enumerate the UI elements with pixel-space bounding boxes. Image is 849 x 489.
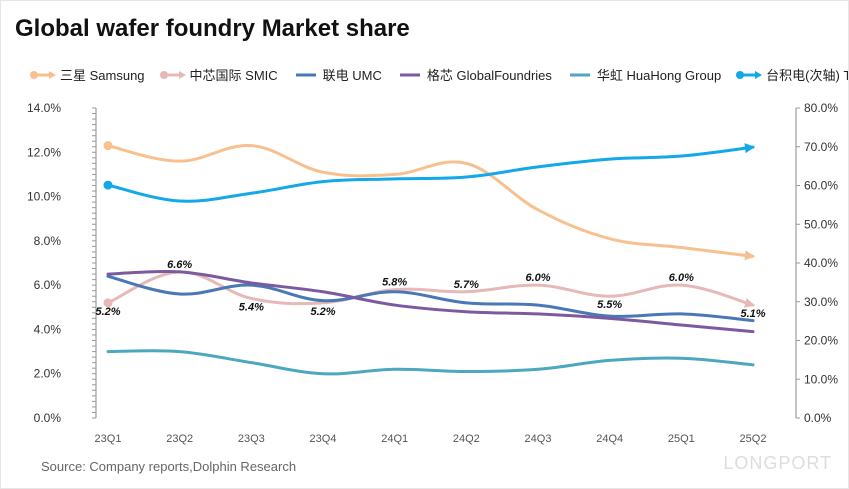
legend-swatch-icon (295, 73, 316, 76)
x-tick-label: 24Q4 (596, 433, 623, 445)
left-tick-label: 2.0% (34, 367, 62, 381)
left-tick-label: 6.0% (34, 278, 62, 292)
legend-label: 中芯国际 SMIC (189, 68, 278, 83)
legend-label: 台积电(次轴) TSMC (766, 68, 848, 83)
series-2-line (106, 274, 755, 323)
legend: 三星 Samsung 中芯国际 SMIC 联电 UMC 格芯 GlobalFoundr… (29, 65, 848, 84)
series-1-line (106, 270, 755, 307)
series-5-line (106, 145, 755, 203)
right-tick-label: 40.0% (804, 256, 838, 270)
legend-item[interactable]: 华虹 HuaHong Group (566, 65, 721, 84)
x-tick-label: 23Q1 (95, 433, 122, 445)
x-tick-label: 23Q2 (166, 433, 193, 445)
series-4-line (106, 349, 755, 376)
right-tick-label: 0.0% (804, 411, 832, 425)
data-label: 5.7% (454, 279, 479, 291)
x-tick-label: 24Q1 (381, 433, 408, 445)
series-1-start-marker (103, 298, 113, 308)
chart-title: Global wafer foundry Market share (15, 15, 410, 42)
x-tick-label: 23Q4 (310, 433, 337, 445)
left-tick-label: 4.0% (34, 322, 62, 336)
left-tick-label: 0.0% (34, 411, 62, 425)
legend-swatch-icon (30, 70, 56, 79)
legend-item[interactable]: 联电 UMC (292, 65, 382, 84)
legend-swatch-icon (159, 70, 186, 79)
legend-item[interactable]: 格芯 GlobalFoundries (396, 65, 552, 84)
legend-label: 联电 UMC (322, 68, 382, 83)
data-label: 5.1% (740, 308, 765, 320)
right-tick-label: 60.0% (804, 179, 838, 193)
legend-label: 三星 Samsung (60, 68, 145, 83)
x-tick-label: 24Q2 (453, 433, 480, 445)
series-0-line (106, 144, 755, 258)
data-label: 5.2% (95, 306, 120, 318)
x-tick-label: 25Q1 (668, 433, 695, 445)
left-tick-label: 8.0% (34, 234, 62, 248)
data-label: 6.6% (167, 259, 192, 271)
legend-label: 格芯 GlobalFoundries (426, 68, 552, 83)
right-tick-label: 70.0% (804, 140, 838, 154)
data-label: 6.0% (669, 272, 694, 284)
source-note: Source: Company reports,Dolphin Research (41, 459, 297, 474)
x-tick-label: 24Q3 (525, 433, 552, 445)
series-0-arrow-marker (744, 250, 755, 261)
x-tick-label: 23Q3 (238, 433, 265, 445)
legend-item[interactable]: 三星 Samsung (29, 65, 145, 84)
series-5-arrow-marker (744, 143, 755, 154)
data-label: 5.2% (310, 306, 335, 318)
legend-swatch-icon (399, 73, 420, 76)
series-0-start-marker (103, 141, 113, 151)
data-label: 5.4% (239, 301, 264, 313)
series-3-line (106, 269, 755, 334)
right-tick-label: 50.0% (804, 217, 838, 231)
legend-label: 华虹 HuaHong Group (596, 68, 722, 83)
right-tick-label: 30.0% (804, 295, 838, 309)
left-tick-label: 14.0% (27, 101, 61, 115)
data-label: 5.8% (382, 277, 407, 289)
x-tick-label: 25Q2 (740, 433, 767, 445)
legend-item[interactable]: 中芯国际 SMIC (159, 65, 278, 84)
right-tick-label: 80.0% (804, 101, 838, 115)
data-label: 6.0% (525, 272, 550, 284)
left-tick-label: 12.0% (27, 145, 61, 159)
legend-item[interactable]: 台积电(次轴) TSMC (735, 65, 848, 84)
legend-swatch-icon (736, 70, 763, 79)
right-tick-label: 20.0% (804, 334, 838, 348)
brand-watermark: LONGPORT (723, 453, 832, 473)
series-5-start-marker (103, 180, 113, 190)
series-1-arrow-marker (743, 298, 755, 308)
legend-swatch-icon (569, 73, 590, 76)
left-tick-label: 10.0% (27, 190, 61, 204)
right-tick-label: 10.0% (804, 372, 838, 386)
data-label: 5.5% (597, 299, 622, 311)
